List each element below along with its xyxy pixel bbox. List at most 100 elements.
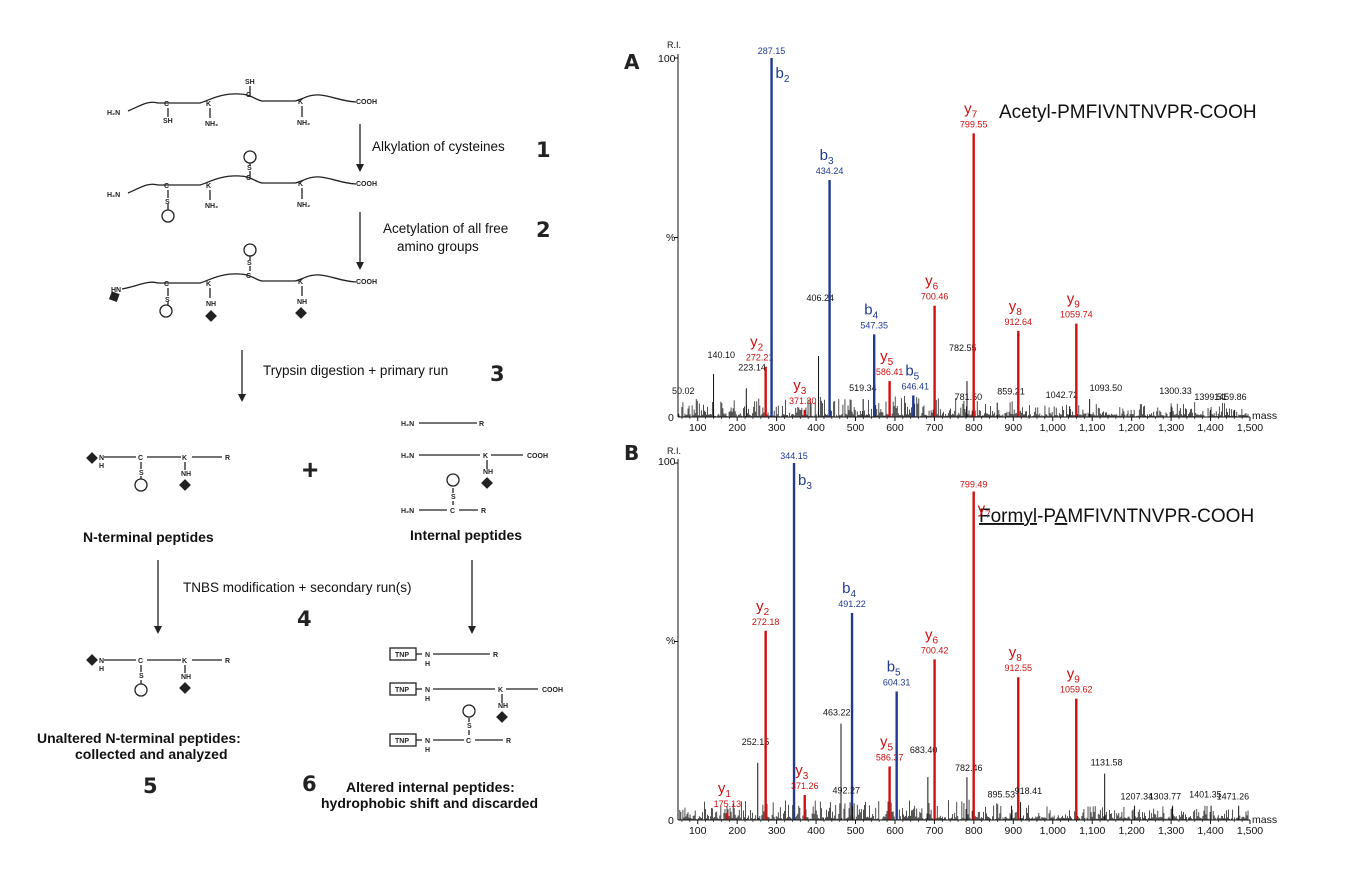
step-1-number: 1 bbox=[536, 138, 551, 162]
x-tick-label: 300 bbox=[768, 825, 786, 837]
peak-ion-label: b3 bbox=[798, 472, 812, 492]
y-tick-100: 100 bbox=[658, 53, 676, 65]
step-2-text-line1: Acetylation of all free bbox=[383, 221, 508, 236]
peak-mz-label: 175.13 bbox=[714, 799, 742, 809]
y-axis-label: R.I. bbox=[667, 446, 681, 456]
y-tick-100: 100 bbox=[658, 456, 676, 468]
atom-label: K bbox=[298, 279, 303, 286]
atom-label: S bbox=[467, 723, 472, 730]
peak-mz-label: 912.55 bbox=[1004, 663, 1032, 673]
unaltered-peptide bbox=[86, 654, 222, 697]
x-tick-label: 1,300 bbox=[1158, 825, 1184, 837]
peak-mz-label: 700.42 bbox=[921, 645, 949, 655]
scheme-atom-labels: H₂N C SH K NH₂ C SH K NH₂ COOH H₂N C S K… bbox=[99, 79, 563, 754]
atom-label: SH bbox=[245, 79, 255, 86]
peak-ion-label: y6 bbox=[925, 626, 939, 646]
peak-mz-label: 700.46 bbox=[921, 292, 949, 302]
peak-ion-label: b4 bbox=[842, 580, 856, 600]
atom-label: H₂N bbox=[107, 192, 120, 199]
peak-mz-label: 1471.26 bbox=[1217, 792, 1250, 802]
plus-sign: + bbox=[302, 454, 318, 485]
atom-label: S bbox=[247, 260, 252, 267]
internal-peptides bbox=[419, 422, 523, 511]
peak-mz-label: 272.18 bbox=[752, 617, 780, 627]
x-tick-label: 500 bbox=[847, 825, 865, 837]
peak-ion-label: b4 bbox=[864, 301, 878, 321]
peak-ion-label: y9 bbox=[1067, 666, 1081, 686]
x-tick-label: 300 bbox=[768, 422, 786, 434]
peak-mz-label: 344.15 bbox=[780, 451, 808, 461]
workflow-steps: Alkylation of cysteines 1 Acetylation of… bbox=[37, 138, 551, 811]
x-tick-label: 400 bbox=[807, 422, 825, 434]
peak-mz-label: 1459.86 bbox=[1214, 392, 1247, 402]
peak-ion-label: y2 bbox=[756, 598, 770, 618]
peak-mz-label: 859.21 bbox=[997, 387, 1025, 397]
y-axis-percent: % bbox=[666, 635, 675, 647]
atom-label: C bbox=[246, 92, 251, 99]
atom-label: S bbox=[139, 673, 144, 680]
step-3-number: 3 bbox=[490, 362, 505, 386]
x-tick-label: 1,200 bbox=[1119, 825, 1145, 837]
atom-label: H bbox=[99, 463, 104, 470]
peak-mz-label: 918.41 bbox=[1015, 786, 1043, 796]
peak-mz-label: 782.55 bbox=[949, 343, 977, 353]
atom-label: C bbox=[164, 281, 169, 288]
step-6-number: 6 bbox=[302, 772, 317, 796]
peak-ion-label: y9 bbox=[1067, 291, 1081, 311]
peak-ion-label: y3 bbox=[793, 377, 807, 397]
peak-mz-label: 1093.50 bbox=[1090, 383, 1123, 393]
step-2-text-line2: amino groups bbox=[397, 239, 479, 254]
x-axis-label: mass bbox=[1252, 410, 1277, 422]
unaltered-line1: Unaltered N-terminal peptides: bbox=[37, 730, 241, 746]
peak-mz-label: 586.37 bbox=[876, 752, 904, 762]
peak-mz-label: 50.02 bbox=[672, 386, 695, 396]
tnp-label: TNP bbox=[395, 738, 409, 745]
x-tick-label: 800 bbox=[965, 825, 983, 837]
peak-ion-label: y8 bbox=[1009, 298, 1023, 318]
atom-label: NH bbox=[297, 299, 307, 306]
peak-mz-label: 1401.35 bbox=[1189, 790, 1222, 800]
atom-label: COOH bbox=[356, 181, 377, 188]
peak-ion-label: y2 bbox=[750, 334, 764, 354]
atom-label: C bbox=[138, 455, 143, 462]
atom-label: NH₂ bbox=[297, 202, 310, 209]
atom-label: R bbox=[481, 508, 486, 515]
peak-mz-label: 434.24 bbox=[816, 166, 844, 176]
peak-mz-label: 406.24 bbox=[807, 293, 835, 303]
peak-ion-label: y7 bbox=[978, 501, 992, 521]
baseline-noise bbox=[678, 799, 1249, 820]
x-tick-label: 1,000 bbox=[1040, 825, 1066, 837]
step-2-number: 2 bbox=[536, 218, 551, 242]
peak-mz-label: 604.31 bbox=[883, 677, 911, 687]
atom-label: COOH bbox=[527, 453, 548, 460]
y-tick-0: 0 bbox=[668, 412, 674, 424]
x-tick-label: 200 bbox=[728, 422, 746, 434]
x-tick-label: 1,100 bbox=[1079, 825, 1105, 837]
tnp-label: TNP bbox=[395, 687, 409, 694]
atom-label: K bbox=[206, 183, 211, 190]
atom-label: K bbox=[298, 181, 303, 188]
peak-mz-label: 547.35 bbox=[860, 320, 888, 330]
atom-label: S bbox=[165, 297, 170, 304]
x-tick-label: 600 bbox=[886, 825, 904, 837]
peak-mz-label: 519.34 bbox=[849, 383, 877, 393]
step-3-text: Trypsin digestion + primary run bbox=[263, 363, 448, 378]
peak-mz-label: 371.26 bbox=[791, 781, 819, 791]
peak-mz-label: 799.55 bbox=[960, 119, 988, 129]
atom-label: S bbox=[165, 199, 170, 206]
peak-mz-label: 1399.51 bbox=[1194, 392, 1227, 402]
x-tick-label: 1,100 bbox=[1079, 422, 1105, 434]
atom-label: K bbox=[206, 281, 211, 288]
x-tick-label: 900 bbox=[1005, 825, 1023, 837]
atom-label: K bbox=[498, 687, 503, 694]
atom-label: H₂N bbox=[401, 508, 414, 515]
tnp-label: TNP bbox=[395, 652, 409, 659]
peak-ion-label: b3 bbox=[820, 147, 834, 167]
nterminal-peptide bbox=[86, 452, 222, 492]
x-tick-label: 1,400 bbox=[1197, 825, 1223, 837]
step-5-number: 5 bbox=[143, 774, 158, 798]
atom-label: K bbox=[483, 453, 488, 460]
x-tick-label: 1,200 bbox=[1119, 422, 1145, 434]
workflow-scheme bbox=[86, 86, 538, 747]
